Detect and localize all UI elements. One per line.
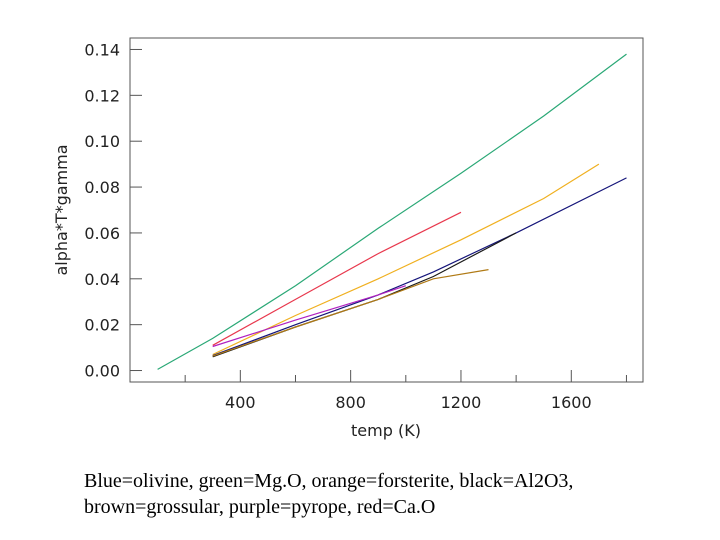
caption-line-1: Blue=olivine, green=Mg.O, orange=forster… [84,470,574,492]
plot-frame [129,37,644,383]
y-tick-label: 0.08 [84,178,120,197]
x-axis-title: temp (K) [351,421,421,440]
figure-caption: Blue=olivine, green=Mg.O, orange=forster… [84,468,714,520]
caption-line-2: brown=grossular, purple=pyrope, red=Ca.O [84,496,436,518]
x-axis-ticks: 400 800 1200 1600 [184,370,627,412]
y-axis-ticks: 0.00 0.02 0.04 0.06 0.08 0.10 0.12 0.14 [84,40,142,381]
x-tick-label: 1600 [551,393,592,412]
y-tick-label: 0.14 [84,40,120,59]
x-tick-label: 400 [225,393,256,412]
series-group [157,53,627,370]
chart: 400 800 1200 1600 0.000.020.040.060.080.100… [52,37,644,440]
series-line-2 [212,211,462,346]
y-tick-label: 0.12 [84,86,120,105]
y-axis-title: alpha*T*gamma [52,144,71,275]
series-line-4 [212,177,627,357]
series-line-1 [157,53,627,370]
series-line-7 [212,285,406,348]
y-tick-label: 0.02 [84,316,120,335]
series-line-3 [212,163,600,356]
series-line-6 [212,269,489,357]
y-tick-label: 0.04 [84,270,120,289]
x-tick-label: 800 [335,393,366,412]
y-tick-label: 0.10 [84,132,120,151]
y-tick-label: 0.00 [84,362,120,381]
x-tick-label: 1200 [441,393,482,412]
y-tick-label: 0.06 [84,224,120,243]
